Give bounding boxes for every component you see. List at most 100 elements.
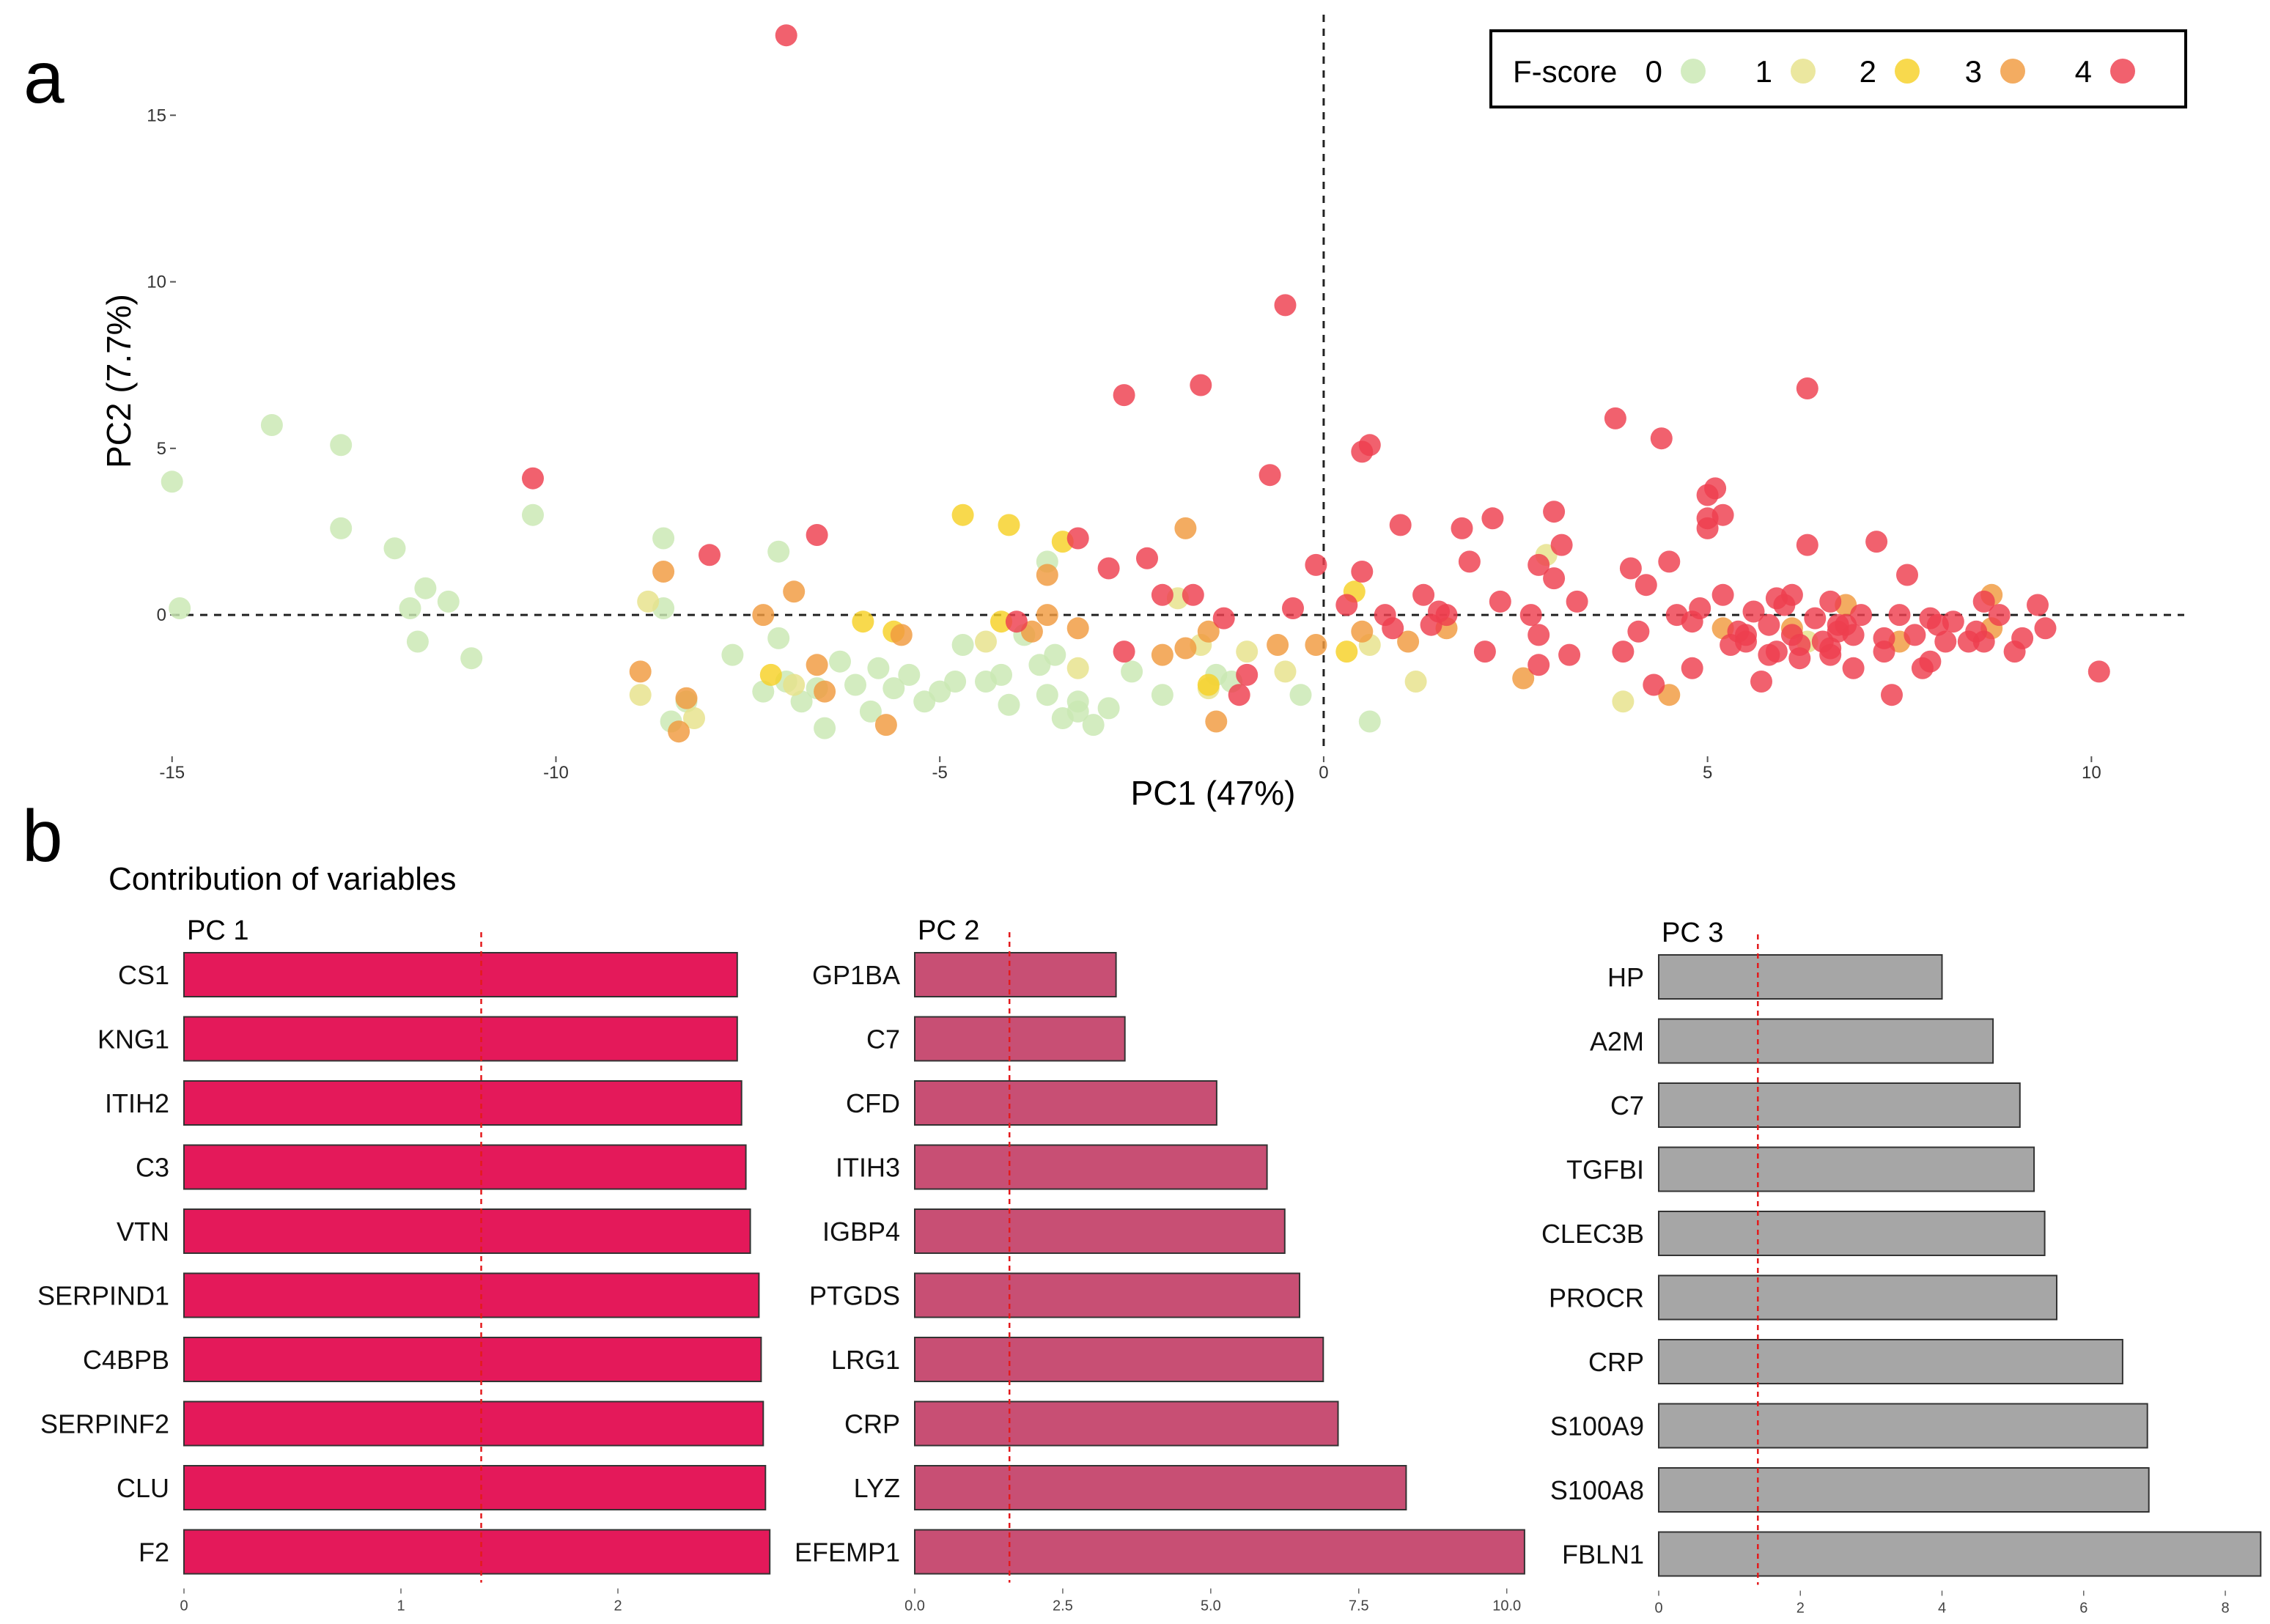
bar-category-label: VTN [117,1217,169,1247]
bar-category-label: HP [1607,962,1644,992]
x-tick-label: 2.5 [1053,1598,1073,1614]
bar-category-label: EFEMP1 [795,1538,900,1568]
scatter-point [1742,600,1765,623]
bar [914,1465,1407,1510]
scatter-point [1066,690,1089,713]
scatter-point [1205,710,1228,733]
scatter-point [652,561,675,583]
scatter-point [1904,624,1926,646]
scatter-point [1635,574,1657,597]
scatter-point [1190,374,1212,396]
scatter-point [1881,684,1903,706]
scatter-point [1788,634,1811,656]
scatter-point [1528,624,1550,646]
scatter-point [1604,407,1626,429]
scatter-point [874,714,897,737]
bar [914,1337,1324,1382]
scatter-point [1619,557,1642,580]
bar [914,952,1117,997]
scatter-point [1972,630,1995,653]
scatter-point [882,677,905,700]
scatter-point [1919,607,1942,630]
scatter-point [652,527,675,550]
bar [914,1272,1300,1318]
scatter-point [1528,553,1550,576]
bar-category-label: IGBP4 [822,1217,900,1247]
scatter-point [1358,710,1381,733]
bar-category-label: ITIH2 [105,1088,169,1118]
x-tick-label: -5 [932,763,948,783]
scatter-point [1873,641,1895,663]
scatter-point [1643,673,1665,696]
y-tick-label: 0 [157,605,166,625]
scatter-point [399,597,421,619]
bar-category-label: LYZ [854,1473,900,1503]
scatter-point [1382,617,1404,640]
bar-category-label: CRP [1588,1347,1644,1377]
bar [1658,1211,2046,1256]
bar [1658,1403,2148,1449]
scatter-point [1796,377,1818,399]
scatter-point [1650,427,1673,450]
bar [914,1016,1126,1062]
x-tick-label: 2 [613,1598,622,1614]
scatter-point [859,700,882,723]
scatter-point [767,627,790,649]
scatter-point [1481,507,1504,530]
scatter-point [1335,594,1358,616]
scatter-point [1066,617,1089,640]
x-tick-label: 7.5 [1349,1598,1369,1614]
scatter-point [1758,643,1780,666]
scatter-point [1658,550,1681,573]
bar-category-label: SERPINF2 [40,1409,169,1439]
scatter-point [1351,620,1374,643]
scatter-point [1942,610,1964,633]
bar-category-label: FBLN1 [1562,1540,1644,1570]
legend-swatch [2110,59,2135,84]
scatter-point [1988,604,2011,627]
bar-category-label: CLEC3B [1541,1219,1644,1249]
scatter-point [1612,641,1635,663]
scatter-point [260,414,283,436]
scatter-point [752,680,775,703]
scatter-point [1097,697,1120,720]
scatter-point [752,604,775,627]
bar [183,1400,764,1447]
legend-label: 2 [1860,54,1876,89]
scatter-point [460,647,483,670]
x-tick-label: 1 [397,1598,405,1614]
bar-category-label: TGFBI [1566,1155,1644,1185]
bar [183,1337,762,1382]
y-axis-title: PC2 (7.7%) [100,294,138,468]
legend-frame [1489,29,2187,108]
scatter-point [1796,534,1818,556]
scatter-point [437,590,460,613]
bar-category-label: S100A8 [1550,1475,1644,1505]
x-tick-label: 5.0 [1201,1598,1221,1614]
legend-title: F-score [1513,54,1617,89]
bar [183,1529,771,1575]
bar [1658,1531,2262,1577]
scatter-point [683,707,705,729]
scatter-point [169,597,191,619]
scatter-point [1412,583,1435,606]
bar [1658,954,1943,1000]
scatter-point [629,660,652,683]
scatter-point [1842,624,1865,646]
scatter-point [1566,590,1588,613]
scatter-point [675,687,698,709]
contribution-title: Contribution of variables [108,861,456,897]
scatter-point [790,690,813,713]
scatter-point [414,577,437,599]
bar-category-label: C7 [866,1025,900,1055]
scatter-point [1274,294,1297,317]
scatter-point [1528,654,1550,676]
bar [183,1144,747,1190]
scatter-point [1151,643,1173,666]
chart-title: PC 1 [187,915,248,946]
bar [1658,1274,2057,1321]
bar-category-label: CRP [844,1409,900,1439]
scatter-point [1121,660,1143,683]
x-tick-label: 2 [1797,1601,1805,1617]
scatter-point [1197,673,1220,696]
